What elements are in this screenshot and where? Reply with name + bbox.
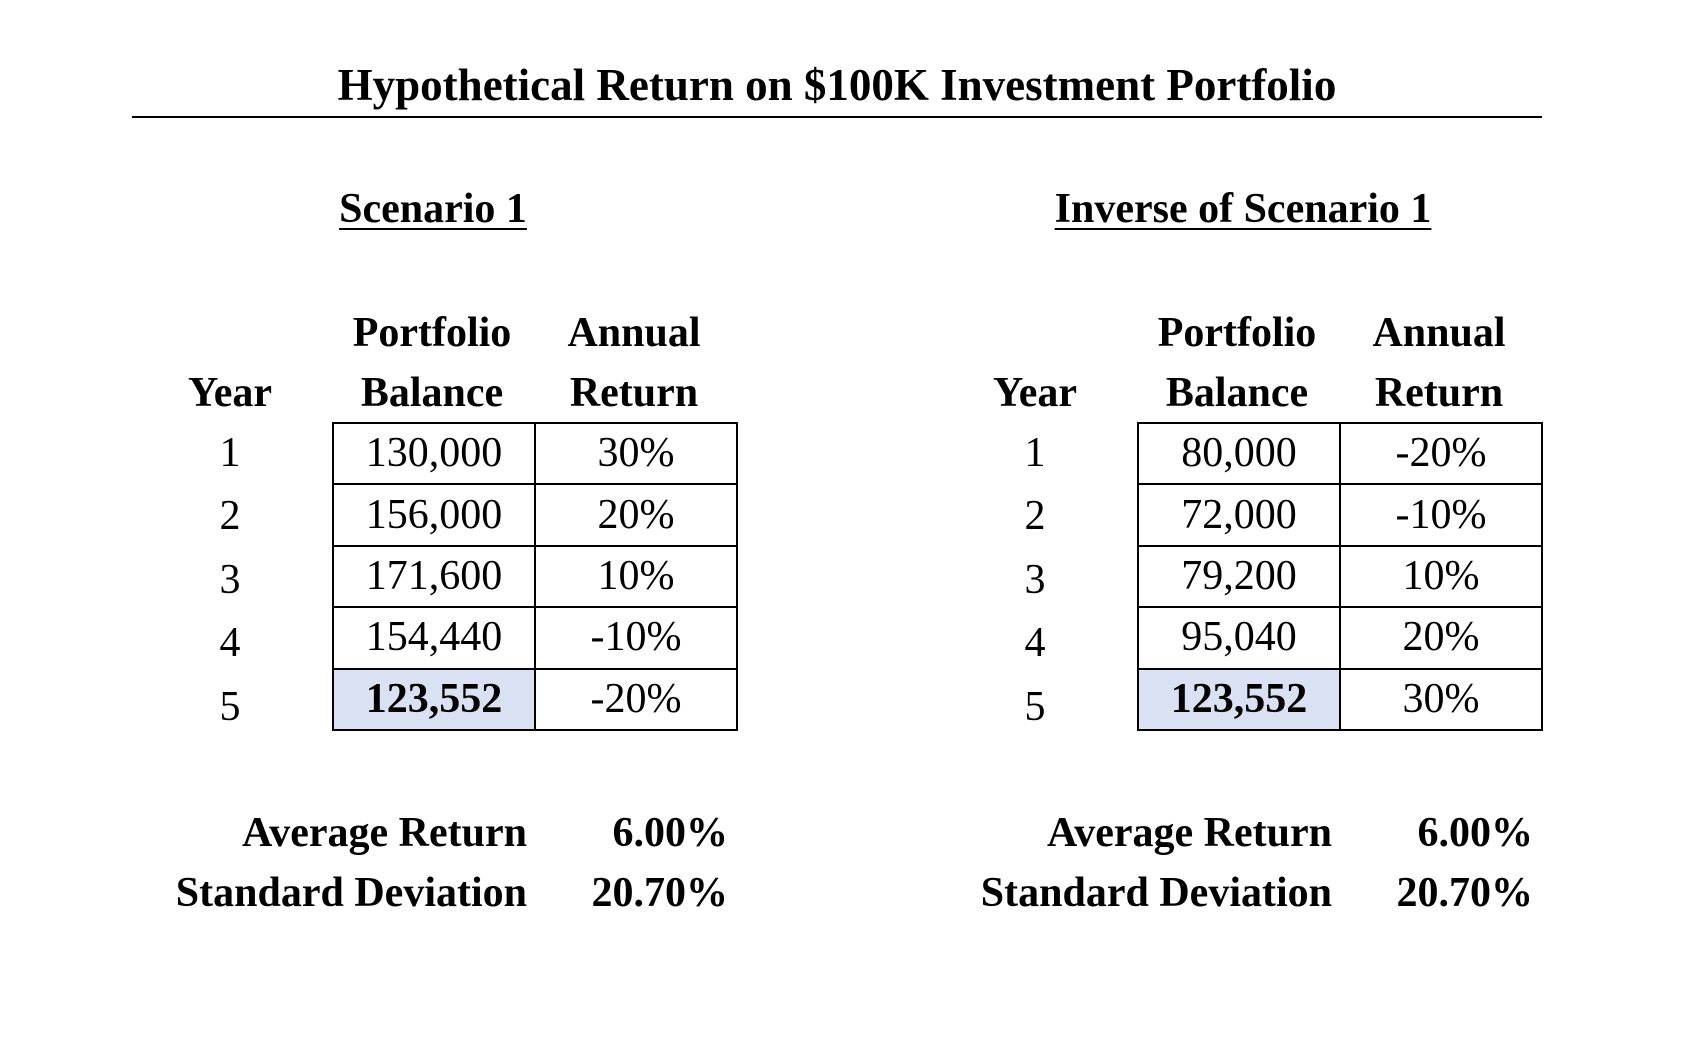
return-cell: -10% [534,606,738,670]
final-balance-cell: 123,552 [1137,667,1341,731]
data-table: 80,000 -20% 72,000 -10% 79,200 10% 95,04… [1137,421,1543,731]
main-title: Hypothetical Return on $100K Investment … [337,60,1337,110]
table-row: 130,000 30% [332,421,738,486]
year-label: 4 [219,620,241,667]
std-dev-value: 20.70% [591,870,729,916]
balance-cell: 171,600 [332,544,536,609]
balance-cell: 80,000 [1137,421,1341,486]
average-return-value: 6.00% [1417,810,1534,856]
data-table: 130,000 30% 156,000 20% 171,600 10% 154,… [332,421,738,731]
return-cell: -20% [1339,421,1543,486]
balance-header-line2: Balance [1165,370,1309,416]
balance-header-line2: Balance [360,370,504,416]
std-dev-label: Standard Deviation [175,870,527,916]
return-header-line2: Return [569,370,699,416]
table-row: 154,440 -10% [332,606,738,670]
table-row: 72,000 -10% [1137,483,1543,547]
year-label: 1 [219,430,241,476]
year-column: 1 2 3 4 5 [985,422,1085,739]
table-row: 79,200 10% [1137,544,1543,609]
year-label: 2 [219,493,241,540]
balance-header-line1: Portfolio [1157,310,1317,356]
table-row: 156,000 20% [332,483,738,547]
balance-cell: 79,200 [1137,544,1341,609]
balance-cell: 156,000 [332,483,536,547]
final-balance-cell: 123,552 [332,667,536,731]
table-row: 123,552 30% [1137,667,1543,731]
return-cell: 20% [534,483,738,547]
year-label: 5 [1024,683,1046,730]
year-label: 3 [1024,556,1046,603]
return-header-line1: Annual [1372,310,1506,356]
year-header: Year [188,370,272,416]
return-header-line2: Return [1374,370,1504,416]
return-cell: -10% [1339,483,1543,547]
return-cell: -20% [534,667,738,731]
scenario-panel-1: Scenario 1 Year Portfolio Balance Annual… [0,0,760,1048]
scenario-title: Inverse of Scenario 1 [1054,186,1432,232]
std-dev-label: Standard Deviation [980,870,1332,916]
title-underline [132,116,1542,118]
year-label: 1 [1024,430,1046,476]
average-return-label: Average Return [242,810,527,856]
table-row: 171,600 10% [332,544,738,609]
average-return-label: Average Return [1047,810,1332,856]
table-row: 123,552 -20% [332,667,738,731]
year-label: 5 [219,683,241,730]
balance-cell: 130,000 [332,421,536,486]
return-header-line1: Annual [567,310,701,356]
balance-cell: 154,440 [332,606,536,670]
return-cell: 30% [1339,667,1543,731]
balance-header-line1: Portfolio [352,310,512,356]
return-cell: 30% [534,421,738,486]
table-row: 95,040 20% [1137,606,1543,670]
year-header: Year [993,370,1077,416]
table-row: 80,000 -20% [1137,421,1543,486]
return-cell: 20% [1339,606,1543,670]
balance-cell: 72,000 [1137,483,1341,547]
average-return-value: 6.00% [612,810,729,856]
std-dev-value: 20.70% [1396,870,1534,916]
year-label: 3 [219,556,241,603]
return-cell: 10% [1339,544,1543,609]
scenario-title: Scenario 1 [339,186,527,232]
year-label: 2 [1024,493,1046,540]
year-column: 1 2 3 4 5 [180,422,280,739]
balance-cell: 95,040 [1137,606,1341,670]
scenario-panel-2: Inverse of Scenario 1 Year Portfolio Bal… [805,0,1565,1048]
year-label: 4 [1024,620,1046,667]
return-cell: 10% [534,544,738,609]
